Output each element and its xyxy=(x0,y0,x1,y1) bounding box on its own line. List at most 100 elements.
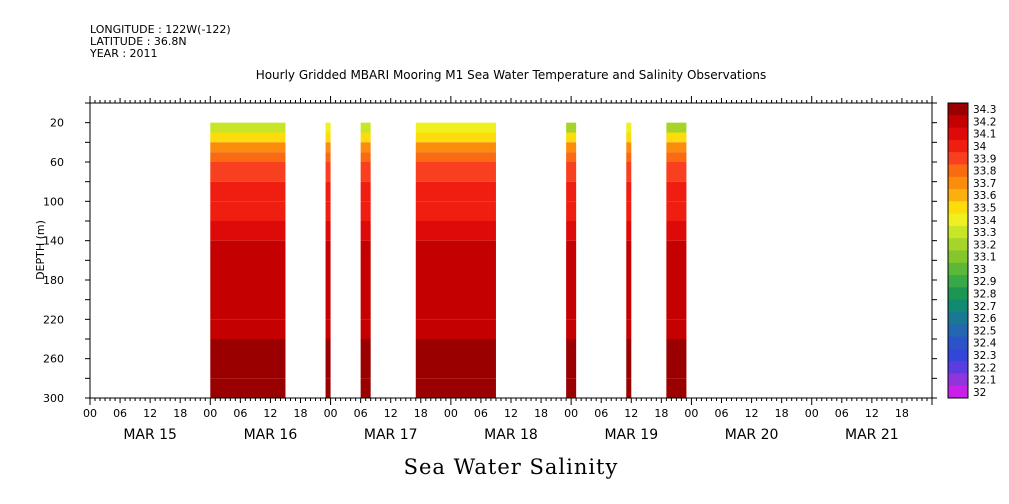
colorbar-swatch xyxy=(948,348,968,362)
hour-tick-label: 18 xyxy=(534,407,548,420)
hour-tick-label: 06 xyxy=(835,407,849,420)
day-label: MAR 17 xyxy=(364,427,418,443)
hour-tick-label: 06 xyxy=(354,407,368,420)
hour-tick-label: 06 xyxy=(594,407,608,420)
salinity-band xyxy=(415,201,496,221)
salinity-band xyxy=(666,240,687,320)
colorbar-label: 32 xyxy=(973,387,986,399)
salinity-segment xyxy=(360,122,371,398)
colorbar-label: 33.6 xyxy=(973,190,997,202)
hour-tick-label: 00 xyxy=(564,407,578,420)
colorbar-swatch xyxy=(948,275,968,288)
hour-tick-label: 12 xyxy=(624,407,638,420)
y-tick-label: 260 xyxy=(43,353,64,366)
y-tick-label: 100 xyxy=(43,195,64,208)
hour-tick-label: 06 xyxy=(474,407,488,420)
salinity-band xyxy=(626,240,632,320)
salinity-band xyxy=(666,152,687,162)
salinity-band xyxy=(566,132,577,143)
colorbar-swatch xyxy=(948,373,968,387)
hour-tick-label: 00 xyxy=(324,407,338,420)
salinity-band xyxy=(210,378,286,398)
salinity-band xyxy=(210,319,286,339)
day-label: MAR 16 xyxy=(244,427,298,443)
salinity-band xyxy=(360,162,371,182)
year-label: YEAR : 2011 xyxy=(90,47,158,60)
salinity-segment xyxy=(566,122,577,398)
colorbar-label: 32.1 xyxy=(973,375,996,387)
salinity-band xyxy=(626,378,632,398)
colorbar-swatch xyxy=(948,176,968,190)
colorbar-label: 34.1 xyxy=(973,129,996,141)
colorbar-label: 33.9 xyxy=(973,153,996,165)
colorbar-label: 33.8 xyxy=(973,166,996,178)
colorbar-swatch xyxy=(948,115,968,129)
salinity-band xyxy=(666,122,687,133)
salinity-band xyxy=(566,142,577,153)
salinity-band xyxy=(566,181,577,202)
day-label: MAR 19 xyxy=(604,427,658,443)
y-axis-title: DEPTH (m) xyxy=(34,220,47,280)
salinity-band xyxy=(210,152,286,162)
colorbar-swatch xyxy=(948,152,968,165)
colorbar-swatch xyxy=(948,336,968,350)
salinity-band xyxy=(360,240,371,320)
x-axis-labels: 00 06 12 18 00 06 12 18 00 06 12 18 00 06 12 18 00 06 12 18… xyxy=(83,407,909,443)
hour-tick-label: 18 xyxy=(895,407,909,420)
salinity-band xyxy=(666,378,687,398)
salinity-band xyxy=(325,181,331,202)
colorbar-label: 33 xyxy=(973,264,986,276)
colorbar-swatch xyxy=(948,311,968,325)
salinity-band xyxy=(210,122,286,133)
chart-title: Hourly Gridded MBARI Mooring M1 Sea Wate… xyxy=(255,68,767,82)
salinity-band xyxy=(566,152,577,162)
salinity-band xyxy=(360,378,371,398)
colorbar-label: 32.6 xyxy=(973,313,997,325)
salinity-band xyxy=(666,132,687,143)
colorbar-swatch xyxy=(948,103,968,116)
colorbar-swatch xyxy=(948,361,968,374)
salinity-band xyxy=(626,201,632,221)
colorbar-swatch xyxy=(948,127,968,141)
salinity-band xyxy=(325,378,331,398)
salinity-band xyxy=(360,201,371,221)
salinity-band xyxy=(415,142,496,153)
salinity-band xyxy=(566,162,577,182)
day-label: MAR 15 xyxy=(123,427,177,443)
salinity-band xyxy=(626,319,632,339)
salinity-band xyxy=(626,132,632,143)
salinity-segment xyxy=(415,122,496,398)
salinity-band xyxy=(360,319,371,339)
salinity-band xyxy=(325,142,331,153)
salinity-band xyxy=(360,122,371,133)
colorbar-label: 34.3 xyxy=(973,104,996,116)
salinity-band xyxy=(325,240,331,320)
colorbar-swatch xyxy=(948,324,968,338)
hour-tick-label: 18 xyxy=(173,407,187,420)
salinity-band xyxy=(626,152,632,162)
salinity-band xyxy=(325,122,331,133)
colorbar-swatch xyxy=(948,287,968,301)
hour-tick-label: 12 xyxy=(745,407,759,420)
salinity-band xyxy=(566,122,577,133)
hour-tick-label: 18 xyxy=(294,407,308,420)
day-label: MAR 18 xyxy=(484,427,538,443)
hour-tick-label: 12 xyxy=(865,407,879,420)
salinity-band xyxy=(210,162,286,182)
colorbar-label: 32.5 xyxy=(973,325,996,337)
longitude-label: LONGITUDE : 122W(-122) xyxy=(90,23,231,36)
colorbar-swatch xyxy=(948,189,968,202)
salinity-segment xyxy=(626,122,632,398)
y-tick-label: 60 xyxy=(50,156,64,169)
salinity-chart: 20 60 100 140 180 220 260 300 DEPTH (m) 00 06 12 1… xyxy=(34,96,997,443)
salinity-band xyxy=(210,201,286,221)
hour-tick-label: 06 xyxy=(233,407,247,420)
hour-tick-label: 18 xyxy=(775,407,789,420)
hour-tick-label: 00 xyxy=(203,407,217,420)
salinity-band xyxy=(626,221,632,241)
colorbar-label: 33.1 xyxy=(973,252,996,264)
colorbar-label: 33.7 xyxy=(973,178,996,190)
y-tick-label: 20 xyxy=(50,117,64,130)
colorbar-label: 34.2 xyxy=(973,116,996,128)
salinity-band xyxy=(566,201,577,221)
